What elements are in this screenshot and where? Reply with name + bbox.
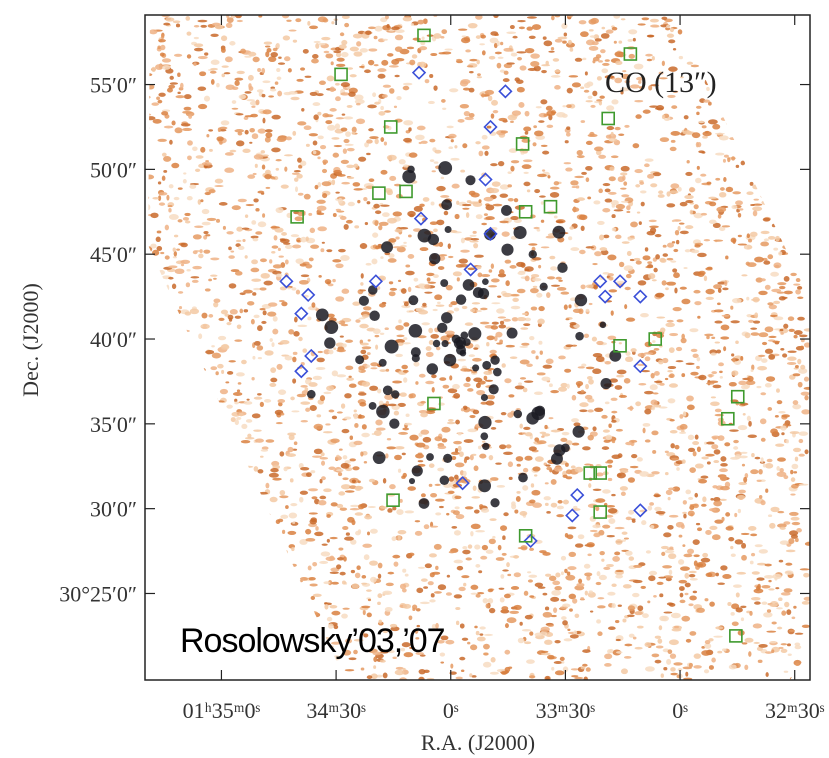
diamond-marker — [304, 348, 319, 364]
square-marker — [593, 466, 607, 480]
x-tick-label: 0ˢ — [672, 698, 688, 723]
x-tick-label: 0ˢ — [443, 698, 459, 723]
y-axis-label: Dec. (J2000) — [18, 283, 43, 397]
square-marker — [427, 396, 441, 411]
square-marker — [417, 28, 431, 43]
x-tick-label: 34ᵐ30ˢ — [306, 698, 366, 723]
diamond-marker — [478, 172, 493, 187]
markers — [279, 28, 745, 643]
diamond-marker — [483, 226, 498, 241]
square-marker — [543, 199, 558, 214]
diamond-marker — [633, 289, 648, 304]
square-marker — [583, 466, 598, 480]
x-axis-label: R.A. (J2000) — [421, 730, 535, 755]
square-marker — [729, 629, 743, 643]
square-marker — [383, 120, 398, 134]
diamond-marker — [565, 508, 580, 523]
square-marker — [601, 111, 616, 126]
co-map — [148, 15, 810, 680]
square-marker — [623, 47, 638, 61]
x-tick-label: 01ʰ35ᵐ0ˢ — [183, 698, 261, 723]
diamond-marker — [612, 274, 628, 289]
square-marker — [515, 137, 530, 151]
diamond-marker — [411, 65, 427, 80]
square-marker — [290, 210, 304, 224]
y-tick-label: 50′0″ — [90, 157, 137, 182]
square-marker — [593, 505, 607, 519]
frame — [144, 14, 811, 681]
diamond-marker — [633, 503, 648, 518]
diamond-marker — [523, 533, 538, 549]
diamond-marker — [413, 211, 429, 226]
diamond-marker — [633, 359, 648, 374]
y-tick-label: 45′0″ — [90, 242, 137, 267]
square-marker — [648, 332, 663, 346]
diamond-marker — [294, 364, 309, 379]
square-marker — [372, 186, 386, 200]
diamond-marker — [294, 306, 309, 321]
square-marker — [518, 204, 533, 219]
diamond-marker — [593, 274, 608, 289]
square-marker — [721, 411, 735, 426]
y-tick-label: 40′0″ — [90, 327, 137, 352]
x-tick-label: 33ᵐ30ˢ — [536, 698, 596, 723]
square-marker — [386, 493, 400, 507]
diamond-marker — [483, 119, 498, 135]
square-marker — [399, 184, 413, 199]
square-marker — [518, 529, 533, 543]
diamond-marker — [598, 289, 613, 304]
diamond-marker — [570, 487, 585, 503]
square-marker — [730, 389, 745, 404]
y-tick-label: 55′0″ — [90, 73, 137, 98]
diamond-marker — [463, 262, 478, 277]
chart-title: CO (13″) — [605, 66, 717, 99]
y-tick-label: 30°25′0″ — [59, 581, 137, 606]
y-tick-label: 30′0″ — [90, 497, 137, 522]
diamond-marker — [301, 287, 316, 303]
diamond-marker — [368, 274, 383, 289]
annotation: Rosolowsky’03,’07 — [180, 622, 445, 660]
diamond-marker — [498, 84, 513, 99]
diamond-marker — [279, 274, 294, 289]
x-tick-label: 32ᵐ30ˢ — [765, 698, 825, 723]
diamond-marker — [455, 476, 470, 491]
square-marker — [613, 339, 627, 353]
square-marker — [334, 67, 348, 82]
y-tick-label: 35′0″ — [90, 412, 137, 437]
